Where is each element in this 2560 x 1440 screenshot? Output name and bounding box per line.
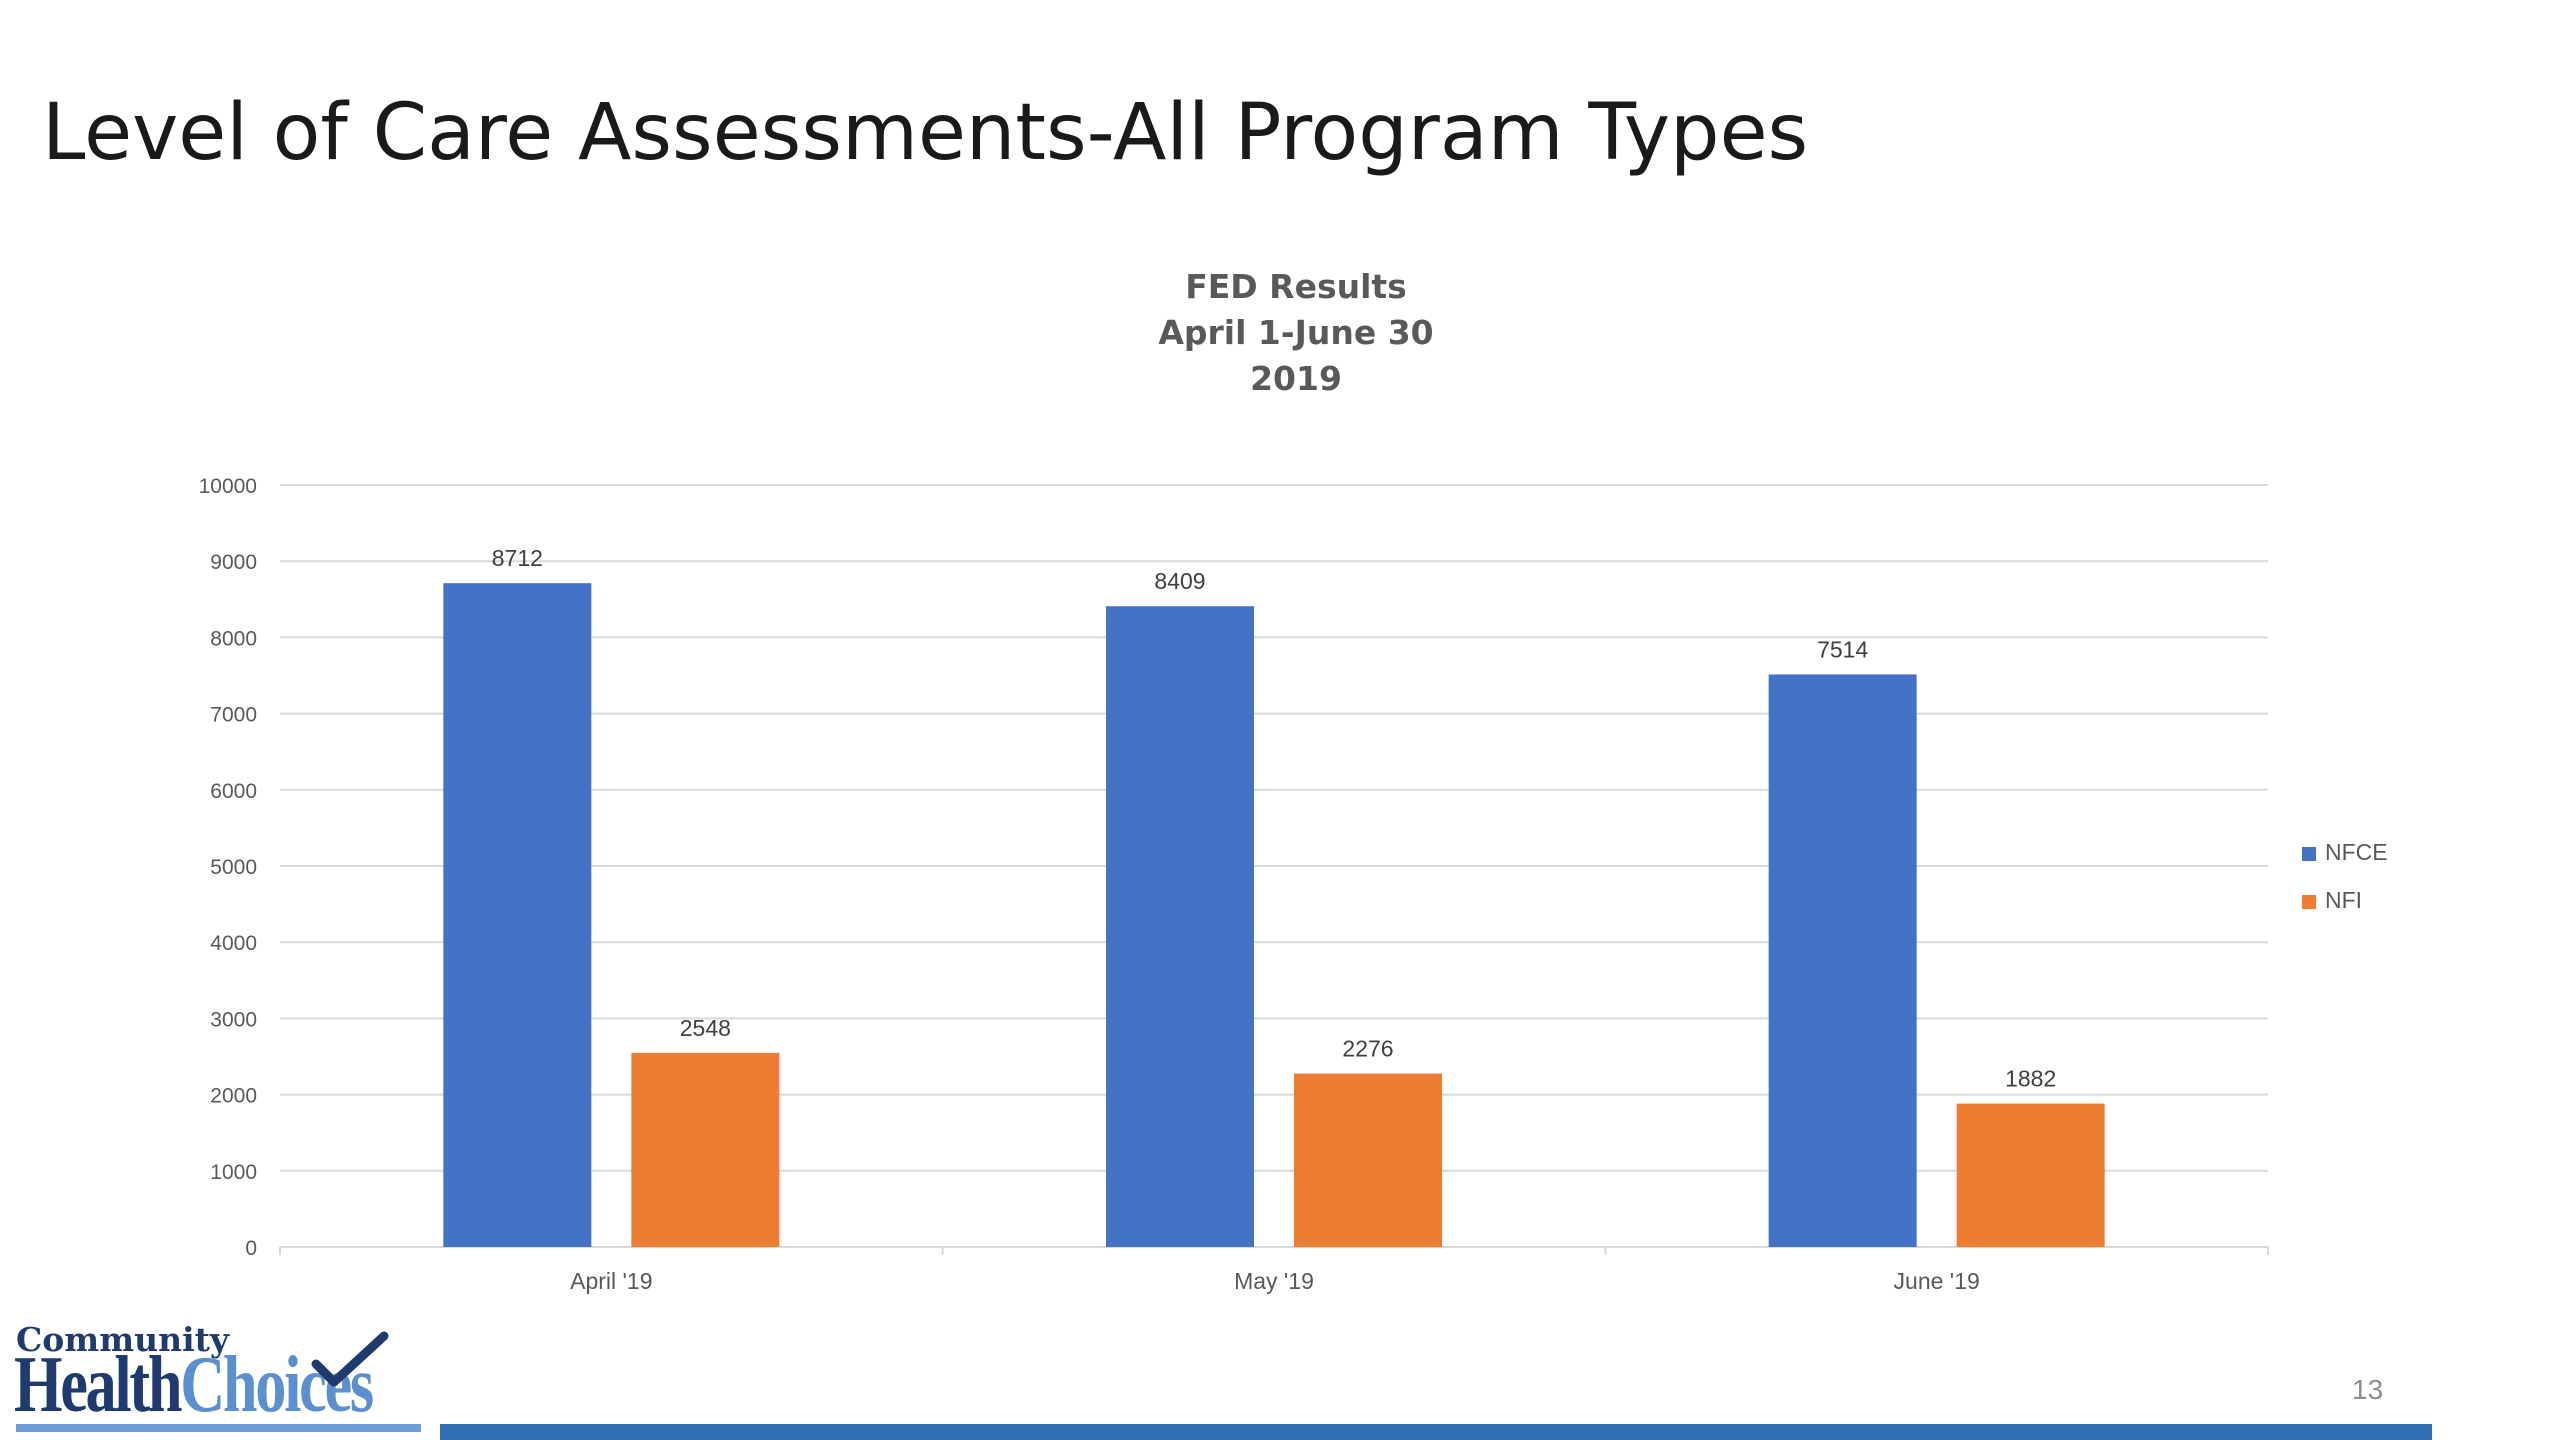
y-tick-label: 5000 [210, 856, 257, 879]
logo-underline [16, 1424, 421, 1432]
bar-nfi [1956, 1103, 2105, 1247]
data-label: 1882 [2005, 1066, 2056, 1092]
data-label: 2548 [680, 1015, 731, 1041]
chart-title-line-2: April 1-June 30 [1158, 313, 1434, 352]
y-tick-label: 4000 [210, 932, 257, 955]
footer-bar [440, 1424, 2432, 1440]
x-tick-label: May '19 [1234, 1268, 1314, 1294]
chart-title-line-3: 2019 [1250, 359, 1342, 398]
checkmark-icon [311, 1331, 389, 1387]
logo-choices-word: Choices [180, 1341, 374, 1429]
x-axis-ticks: April '19 May '19 June '19 [570, 1268, 1980, 1294]
data-label: 8712 [492, 545, 543, 571]
y-tick-label: 1000 [210, 1161, 257, 1184]
community-health-choices-logo: Community HealthChoices [14, 1320, 426, 1440]
bar-nfce [443, 583, 592, 1247]
y-tick-label: 3000 [210, 1008, 257, 1031]
slide-title: Level of Care Assessments-All Program Ty… [42, 88, 1809, 178]
chart-title: FED Results April 1-June 30 2019 [1096, 264, 1496, 402]
y-tick-label: 9000 [210, 551, 257, 574]
legend-label-nfi: NFI [2325, 887, 2362, 913]
bar-nfce [1768, 674, 1917, 1247]
bar-nfi [1294, 1073, 1442, 1247]
y-tick-label: 8000 [210, 627, 257, 650]
bar-nfi [631, 1052, 780, 1247]
y-tick-label: 2000 [210, 1085, 257, 1108]
data-label: 7514 [1817, 636, 1868, 662]
logo-health-word: Health [14, 1341, 183, 1429]
bar-nfce [1106, 606, 1254, 1247]
logo-community-text: Community [16, 1320, 230, 1359]
y-axis-ticks: 0 1000 2000 3000 4000 5000 6000 7000 8000 9000 100… [199, 475, 257, 1260]
y-tick-label: 0 [245, 1237, 257, 1260]
logo-health-choices-text: HealthChoices [14, 1340, 374, 1431]
data-labels: 8712 2548 8409 2276 7514 1882 [492, 545, 2057, 1091]
legend-swatch-nfce [2302, 847, 2316, 861]
legend: NFCE NFI [2302, 839, 2388, 913]
data-label: 2276 [1342, 1036, 1393, 1062]
gridlines [279, 484, 2269, 1255]
bar-chart: 0 1000 2000 3000 4000 5000 6000 7000 8000 9000 100… [199, 475, 2388, 1294]
y-tick-label: 10000 [199, 475, 257, 498]
y-tick-label: 6000 [210, 780, 257, 803]
legend-label-nfce: NFCE [2325, 839, 2388, 865]
data-label: 8409 [1154, 568, 1205, 594]
page-number: 13 [2352, 1374, 2384, 1405]
x-tick-label: June '19 [1894, 1268, 1980, 1294]
y-tick-label: 7000 [210, 704, 257, 727]
legend-swatch-nfi [2302, 895, 2316, 909]
chart-title-line-1: FED Results [1185, 267, 1407, 306]
x-tick-label: April '19 [570, 1268, 652, 1294]
bars [443, 583, 2105, 1247]
